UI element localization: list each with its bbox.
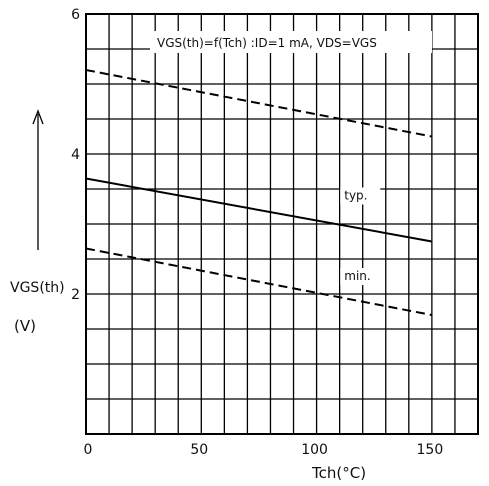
x-axis-label: Tch(°C) — [311, 464, 366, 482]
chart-title: VGS(th)=f(Tch) :ID=1 mA, VDS=VGS — [157, 36, 377, 50]
plot-frame — [85, 13, 479, 435]
series-line-min — [85, 247, 433, 316]
series-line-max — [85, 69, 433, 138]
series-label: typ. — [344, 189, 367, 203]
grid — [86, 14, 478, 434]
y-tick-label: 2 — [71, 287, 80, 303]
y-axis-arrow — [32, 109, 44, 250]
tick-labels: 0 50 100 150 2 4 6 — [71, 7, 443, 458]
series-line-typ — [85, 177, 433, 243]
series-group: max.typ.min. — [85, 31, 433, 316]
y-axis-label: VGS(th) — [10, 280, 65, 296]
x-tick-label: 0 — [84, 442, 93, 458]
x-tick-label: 100 — [301, 442, 328, 458]
series-label-bg — [340, 187, 381, 205]
y-tick-label: 6 — [71, 7, 80, 23]
series-label: min. — [344, 269, 370, 283]
x-tick-label: 150 — [417, 442, 444, 458]
x-tick-label: 50 — [190, 442, 208, 458]
series-label-bg — [340, 268, 381, 285]
title-box — [150, 31, 432, 53]
y-axis-unit: (V) — [14, 317, 36, 335]
y-tick-label: 4 — [71, 147, 80, 163]
